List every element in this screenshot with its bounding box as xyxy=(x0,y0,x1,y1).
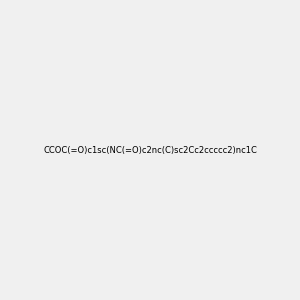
Text: CCOC(=O)c1sc(NC(=O)c2nc(C)sc2Cc2ccccc2)nc1C: CCOC(=O)c1sc(NC(=O)c2nc(C)sc2Cc2ccccc2)n… xyxy=(43,146,257,154)
